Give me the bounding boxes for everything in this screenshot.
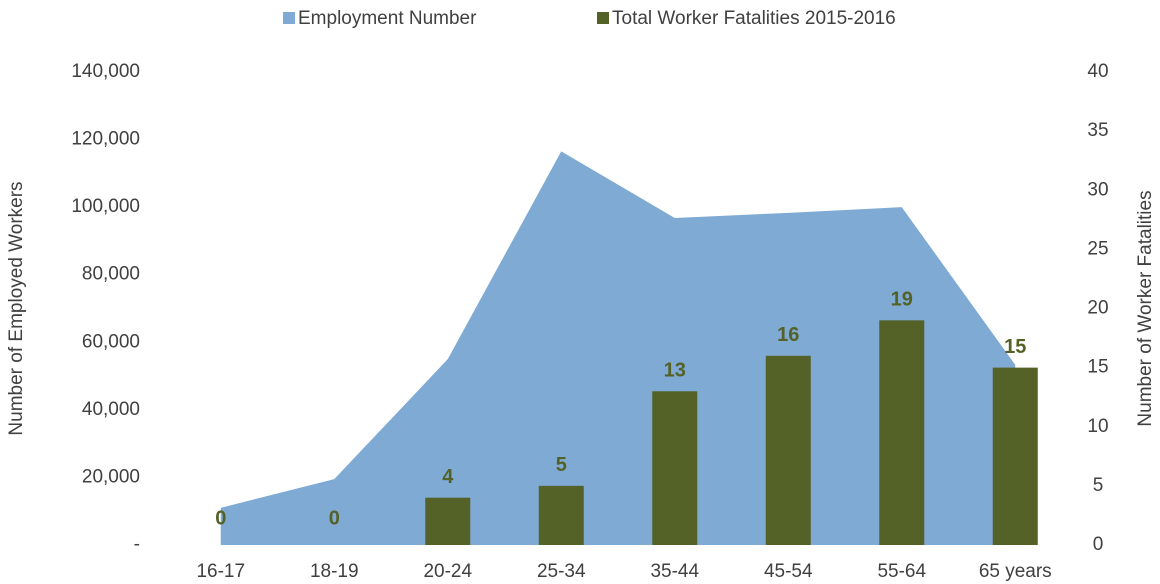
y-tick-label: 60,000 — [82, 331, 140, 352]
data-label: 0 — [329, 507, 340, 529]
x-tick-label: 55-64 — [877, 561, 926, 582]
x-tick-label: 20-24 — [423, 561, 472, 582]
y-tick-label: 140,000 — [71, 61, 140, 82]
x-tick-label: 65 years — [979, 561, 1052, 582]
y-tick-label: 120,000 — [71, 129, 140, 150]
y2-tick-label: 10 — [1087, 416, 1108, 437]
legend-label: Total Worker Fatalities 2015-2016 — [612, 8, 896, 29]
bar — [765, 355, 811, 545]
bar — [879, 320, 925, 545]
y2-tick-label: 0 — [1093, 534, 1104, 555]
y2-tick-label: 30 — [1087, 179, 1108, 200]
x-tick-label: 45-54 — [764, 561, 813, 582]
legend-swatch — [283, 12, 295, 24]
legend-label: Employment Number — [298, 8, 477, 29]
data-label: 16 — [777, 324, 799, 346]
data-label: 5 — [556, 454, 567, 476]
x-tick-label: 25-34 — [537, 561, 586, 582]
y2-tick-label: 20 — [1087, 298, 1108, 319]
data-label: 4 — [442, 466, 454, 488]
y2-tick-label: 35 — [1087, 120, 1108, 141]
legend-swatch — [597, 12, 609, 24]
data-label: 15 — [1004, 336, 1026, 358]
area — [220, 151, 1016, 545]
y2-tick-label: 15 — [1087, 357, 1108, 378]
y2-axis-label: Number of Worker Fatalities — [1135, 190, 1156, 426]
y-tick-label: 40,000 — [82, 399, 140, 420]
y-tick-label: - — [134, 534, 140, 555]
y2-tick-label: 5 — [1093, 475, 1104, 496]
bar — [425, 497, 471, 545]
y2-tick-label: 40 — [1087, 61, 1108, 82]
bar — [652, 391, 698, 545]
y2-tick-label: 25 — [1087, 238, 1108, 259]
y-tick-label: 100,000 — [71, 196, 140, 217]
data-label: 0 — [215, 507, 226, 529]
x-tick-label: 35-44 — [650, 561, 699, 582]
y-tick-label: 20,000 — [82, 466, 140, 487]
bar — [538, 485, 584, 545]
data-label: 13 — [664, 360, 686, 382]
data-label: 19 — [891, 289, 913, 311]
bar — [992, 367, 1038, 545]
x-tick-label: 16-17 — [196, 561, 245, 582]
x-tick-label: 18-19 — [310, 561, 359, 582]
y-axis-label: Number of Employed Workers — [6, 181, 27, 435]
y-tick-label: 80,000 — [82, 264, 140, 285]
